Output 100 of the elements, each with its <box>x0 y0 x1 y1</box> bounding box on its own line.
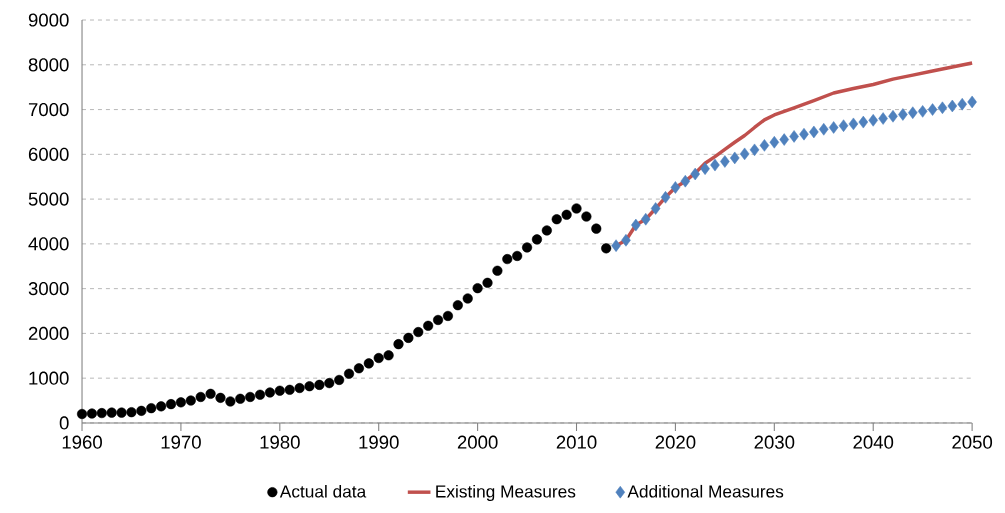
point <box>967 95 977 109</box>
point <box>76 408 88 420</box>
point <box>779 133 789 146</box>
point <box>245 391 256 403</box>
point <box>156 401 167 412</box>
point <box>690 167 700 181</box>
point <box>393 339 404 350</box>
point <box>165 399 177 410</box>
point <box>86 408 97 419</box>
point <box>383 350 394 361</box>
point <box>720 155 730 168</box>
point <box>759 139 770 152</box>
y-tick-label: 3000 <box>28 282 69 296</box>
x-tick-label: 2010 <box>556 435 597 449</box>
point <box>670 181 681 194</box>
point <box>917 105 928 118</box>
point <box>334 374 345 386</box>
point <box>205 388 216 399</box>
point <box>561 209 572 220</box>
point <box>126 407 137 418</box>
point <box>472 283 483 294</box>
point <box>452 300 463 311</box>
x-tick-label: 1960 <box>62 435 102 449</box>
y-tick-label: 5000 <box>28 192 69 206</box>
point <box>710 158 720 172</box>
point <box>304 381 315 392</box>
point <box>809 125 819 139</box>
point <box>522 242 533 253</box>
point <box>413 327 424 338</box>
point <box>937 101 948 115</box>
point <box>531 234 543 245</box>
point <box>650 202 661 215</box>
point <box>344 368 355 379</box>
point <box>838 119 849 132</box>
point <box>898 108 908 121</box>
point <box>957 97 967 111</box>
point <box>353 363 364 374</box>
point <box>571 203 582 214</box>
point <box>888 110 898 123</box>
point <box>749 143 760 157</box>
y-tick-label: 0 <box>59 416 69 430</box>
point <box>551 214 562 225</box>
point <box>433 314 444 326</box>
point <box>264 387 275 398</box>
point <box>878 112 888 125</box>
point <box>146 403 157 414</box>
point <box>442 310 453 322</box>
y-tick-label: 9000 <box>28 13 69 27</box>
legend-label: Additional Measures <box>627 484 784 498</box>
point <box>195 391 206 403</box>
point <box>512 250 523 262</box>
point <box>363 358 374 369</box>
point <box>284 384 295 395</box>
point <box>116 407 127 418</box>
y-tick-label: 8000 <box>28 58 69 72</box>
point <box>908 106 918 119</box>
legend-label: Existing Measures <box>436 484 576 502</box>
x-tick-label: 2050 <box>952 435 993 449</box>
x-tick-label: 2000 <box>457 435 498 449</box>
point <box>680 174 691 188</box>
legend-label: Actual data <box>279 484 367 498</box>
x-tick-label: 2020 <box>655 435 696 449</box>
point <box>96 408 107 419</box>
point <box>927 103 938 116</box>
point <box>225 396 236 407</box>
point <box>700 162 710 175</box>
point <box>601 243 612 254</box>
point <box>660 191 671 204</box>
point <box>858 115 869 129</box>
point <box>848 117 859 131</box>
point <box>492 265 503 276</box>
x-tick-label: 2040 <box>853 435 894 449</box>
point <box>621 234 631 247</box>
point <box>294 383 305 394</box>
point <box>423 320 434 331</box>
point <box>373 353 384 364</box>
point <box>274 385 285 396</box>
point <box>581 211 592 222</box>
point <box>819 123 829 136</box>
point <box>235 393 246 404</box>
y-tick-label: 2000 <box>28 326 69 341</box>
point <box>541 225 552 236</box>
point <box>611 239 621 252</box>
point <box>799 127 809 141</box>
point <box>314 379 325 390</box>
point <box>769 136 780 149</box>
point <box>106 407 117 418</box>
point <box>868 114 878 127</box>
x-tick-label: 1990 <box>359 435 399 449</box>
y-tick-label: 1000 <box>29 371 69 385</box>
point <box>175 397 186 408</box>
point <box>403 332 414 343</box>
point <box>324 378 335 389</box>
point <box>739 147 750 161</box>
y-tick-label: 4000 <box>28 237 69 251</box>
y-tick-label: 6000 <box>28 147 69 161</box>
x-tick-label: 1980 <box>260 435 300 449</box>
y-tick-label: 7000 <box>28 103 69 117</box>
point <box>828 121 839 134</box>
point <box>640 213 651 226</box>
